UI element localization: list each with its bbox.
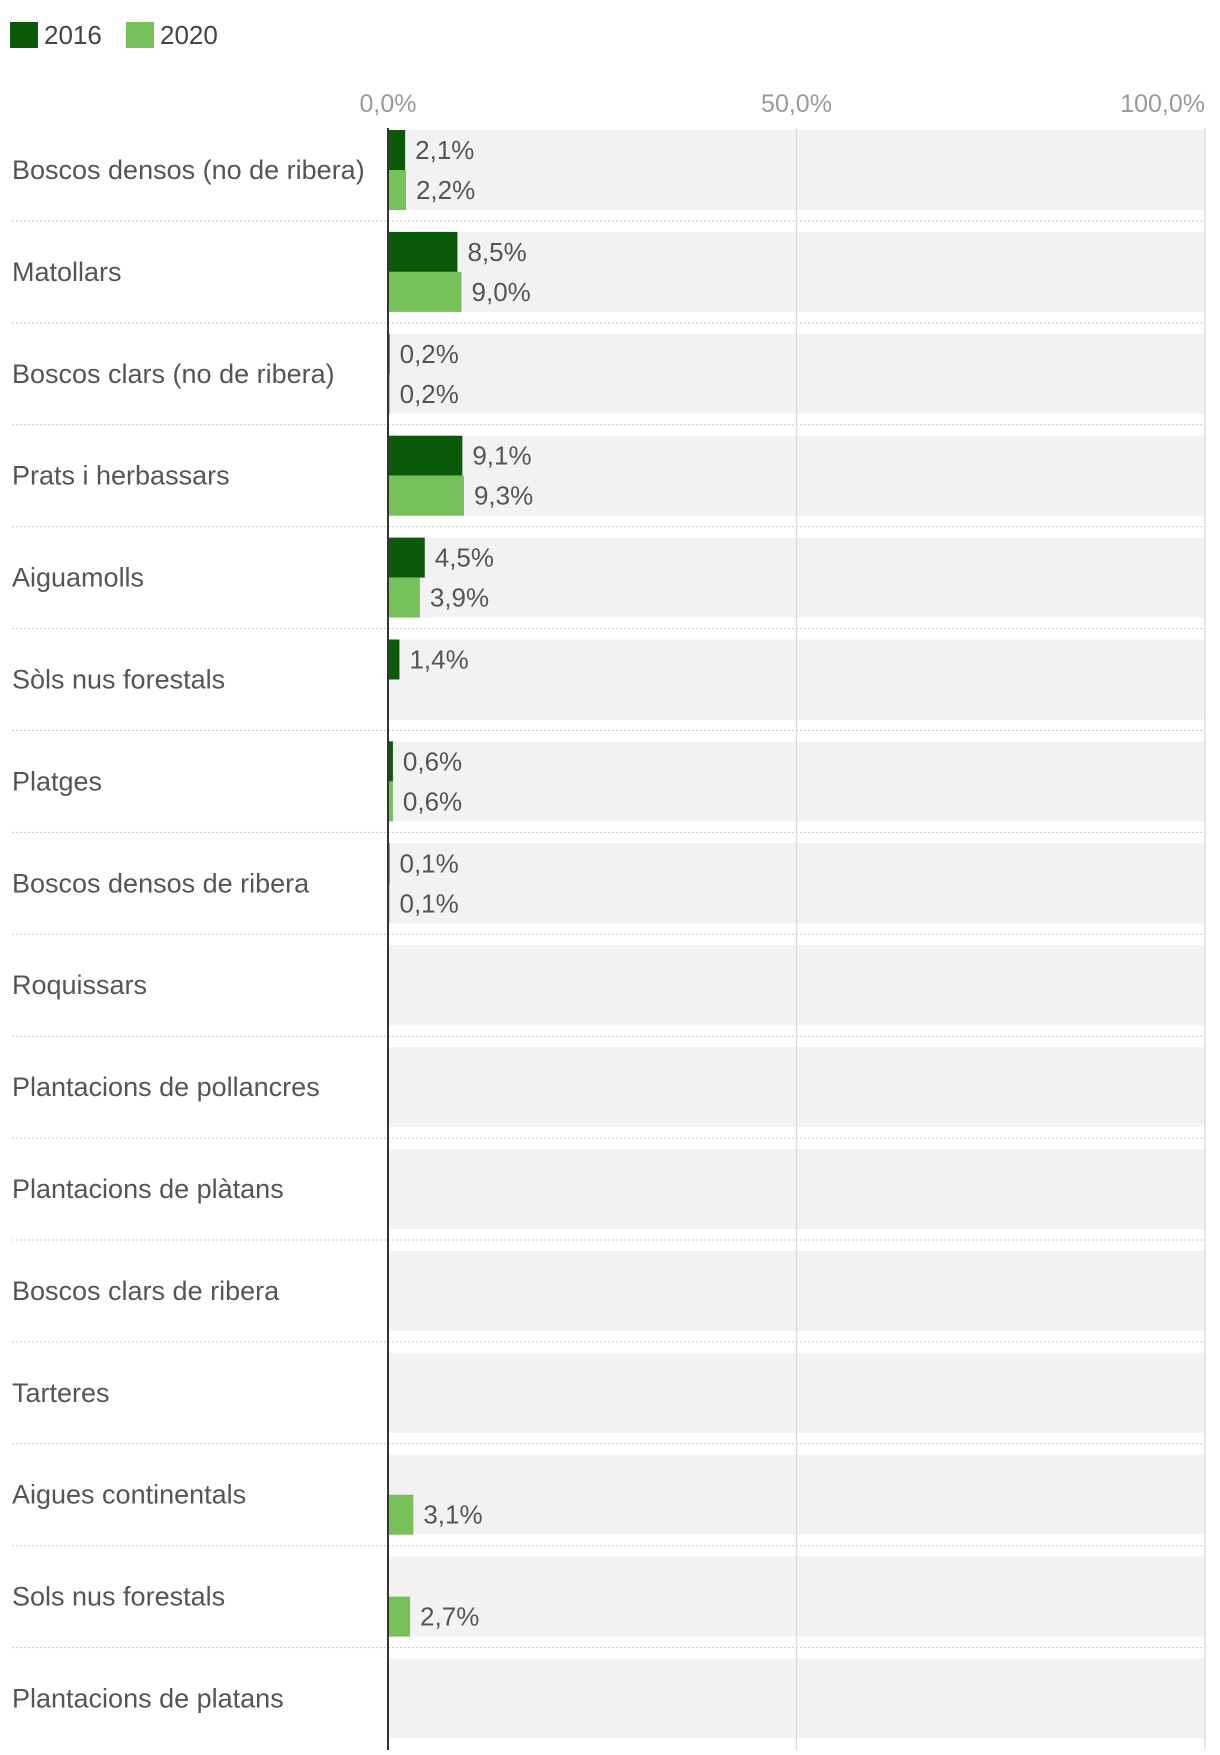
value-label-2016: 0,2% (400, 339, 459, 369)
legend-swatch-2020 (126, 22, 154, 48)
category-label: Tarteres (12, 1378, 110, 1408)
category-label: Plantacions de pollancres (12, 1072, 320, 1102)
bar-2020 (388, 170, 406, 210)
category-label: Roquissars (12, 970, 147, 1000)
bar-2020 (388, 1596, 411, 1637)
value-label-2016: 0,6% (403, 746, 462, 776)
x-tick-label: 100,0% (1120, 90, 1205, 118)
category-label: Plantacions de platans (12, 1684, 284, 1714)
category-label: Boscos clars (no de ribera) (12, 359, 335, 389)
bar-2016 (388, 639, 400, 680)
x-tick-label: 50,0% (761, 90, 832, 118)
value-label-2020: 9,3% (474, 481, 533, 511)
bar-2020 (388, 271, 462, 312)
category-label: Aiguamolls (12, 563, 144, 593)
category-label: Prats i herbassars (12, 461, 230, 491)
value-label-2016: 4,5% (435, 543, 494, 573)
category-label: Sòls nus forestals (12, 665, 225, 695)
bar-2016 (388, 130, 406, 170)
value-label-2020: 2,2% (416, 175, 475, 205)
value-label-2016: 9,1% (472, 441, 531, 471)
value-label-2016: 8,5% (467, 237, 526, 267)
category-label: Aigues continentals (12, 1480, 246, 1510)
bar-2020 (388, 1494, 414, 1535)
value-label-2020: 2,7% (420, 1602, 479, 1632)
legend-label-2020: 2020 (160, 20, 218, 50)
bar-2016 (388, 231, 458, 272)
bar-2016 (388, 537, 425, 578)
bar-2020 (388, 577, 420, 618)
value-label-2016: 2,1% (415, 135, 474, 165)
value-label-2016: 0,1% (400, 848, 459, 878)
value-label-2020: 3,9% (430, 583, 489, 613)
legend-swatch-2016 (10, 22, 38, 48)
bar-2020 (388, 781, 393, 822)
value-label-2020: 0,2% (400, 379, 459, 409)
category-label: Sols nus forestals (12, 1582, 225, 1612)
bar-2016 (388, 435, 463, 476)
value-label-2016: 1,4% (409, 645, 468, 675)
category-label: Boscos densos de ribera (12, 868, 310, 898)
category-label: Plantacions de plàtans (12, 1174, 284, 1204)
bar-2020 (388, 475, 464, 516)
value-label-2020: 9,0% (472, 277, 531, 307)
value-label-2020: 0,6% (403, 786, 462, 816)
category-label: Boscos densos (no de ribera) (12, 155, 365, 185)
x-tick-label: 0,0% (360, 90, 417, 118)
category-label: Platges (12, 766, 102, 796)
value-label-2020: 0,1% (400, 888, 459, 918)
category-label: Matollars (12, 257, 122, 287)
category-label: Boscos clars de ribera (12, 1276, 280, 1306)
value-label-2020: 3,1% (423, 1500, 482, 1530)
bar-2016 (388, 741, 393, 782)
legend-label-2016: 2016 (44, 20, 102, 50)
